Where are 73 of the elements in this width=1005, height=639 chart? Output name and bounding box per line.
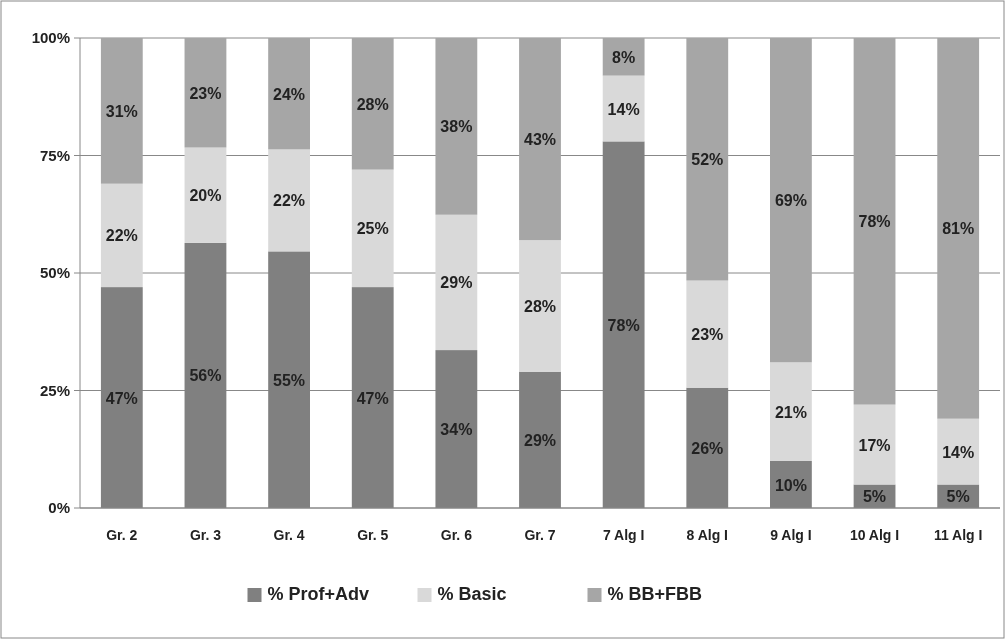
data-label: 22% xyxy=(105,227,138,245)
bar xyxy=(184,38,227,148)
data-label: 28% xyxy=(523,297,557,315)
bar xyxy=(351,169,394,288)
data-label: 23% xyxy=(189,84,222,102)
y-tick-label: 100% xyxy=(31,29,70,46)
y-tick-label: 75% xyxy=(39,146,70,164)
x-tick-label: Gr. 2 xyxy=(106,527,138,543)
data-label: 14% xyxy=(607,100,640,118)
legend-label: % BB+FBB xyxy=(607,584,703,604)
x-tick-label: Gr. 4 xyxy=(273,527,305,543)
bar xyxy=(351,38,394,170)
x-tick-label: Gr. 3 xyxy=(189,527,222,543)
x-tick-label: 7 Alg I xyxy=(602,527,645,543)
y-tick-label: 50% xyxy=(39,264,70,281)
bar xyxy=(100,183,143,288)
data-label: 14% xyxy=(942,443,975,461)
bar xyxy=(937,38,980,419)
data-label: 8% xyxy=(612,48,636,66)
bar xyxy=(686,280,729,388)
bar xyxy=(435,38,478,215)
x-tick-label: Gr. 7 xyxy=(524,527,556,543)
x-tick-label: 11 Alg I xyxy=(933,527,983,543)
x-tick-label: 8 Alg I xyxy=(686,527,729,543)
data-label: 47% xyxy=(105,389,138,407)
data-label: 55% xyxy=(273,371,306,389)
data-label: 38% xyxy=(440,118,473,136)
data-label: 23% xyxy=(691,326,724,344)
data-label: 52% xyxy=(691,151,724,169)
bar xyxy=(770,38,812,363)
data-label: 26% xyxy=(691,439,724,457)
data-label: 78% xyxy=(858,213,891,231)
data-label: 17% xyxy=(858,436,891,454)
data-label: 22% xyxy=(273,192,306,210)
legend-label: % Basic xyxy=(437,584,507,604)
data-label: 78% xyxy=(607,316,640,334)
bar xyxy=(268,149,310,252)
data-label: 81% xyxy=(942,220,975,238)
data-label: 25% xyxy=(356,220,389,238)
bar xyxy=(435,214,478,351)
bar xyxy=(184,147,227,243)
bar xyxy=(770,362,812,461)
bar xyxy=(853,404,896,485)
data-label: 28% xyxy=(356,95,389,113)
data-label: 69% xyxy=(774,192,807,210)
bar xyxy=(602,75,645,142)
x-tick-label: 9 Alg I xyxy=(770,527,812,543)
data-label: 24% xyxy=(273,85,306,103)
data-label: 5% xyxy=(862,488,887,506)
legend-label: % Prof+Adv xyxy=(267,584,370,604)
x-tick-label: Gr. 6 xyxy=(440,527,473,543)
data-label: 21% xyxy=(774,403,807,421)
bar xyxy=(519,38,561,241)
y-tick-label: 0% xyxy=(48,499,70,516)
bar xyxy=(519,240,561,372)
y-tick-label: 25% xyxy=(39,381,70,399)
x-tick-label: Gr. 5 xyxy=(357,527,389,543)
bar xyxy=(937,418,980,485)
data-label: 29% xyxy=(440,274,473,292)
data-label: 10% xyxy=(774,476,807,494)
data-label: 43% xyxy=(523,131,557,149)
data-label: 29% xyxy=(523,431,557,449)
bar xyxy=(100,38,143,184)
data-label: 5% xyxy=(946,488,970,506)
data-label: 31% xyxy=(105,102,138,120)
data-label: 56% xyxy=(189,367,222,385)
x-tick-label: 10 Alg I xyxy=(849,527,900,543)
bar xyxy=(686,38,729,281)
bar xyxy=(268,38,310,150)
data-label: 47% xyxy=(356,389,389,407)
bar xyxy=(853,38,896,405)
data-label: 34% xyxy=(440,421,473,439)
data-label: 20% xyxy=(189,187,222,205)
